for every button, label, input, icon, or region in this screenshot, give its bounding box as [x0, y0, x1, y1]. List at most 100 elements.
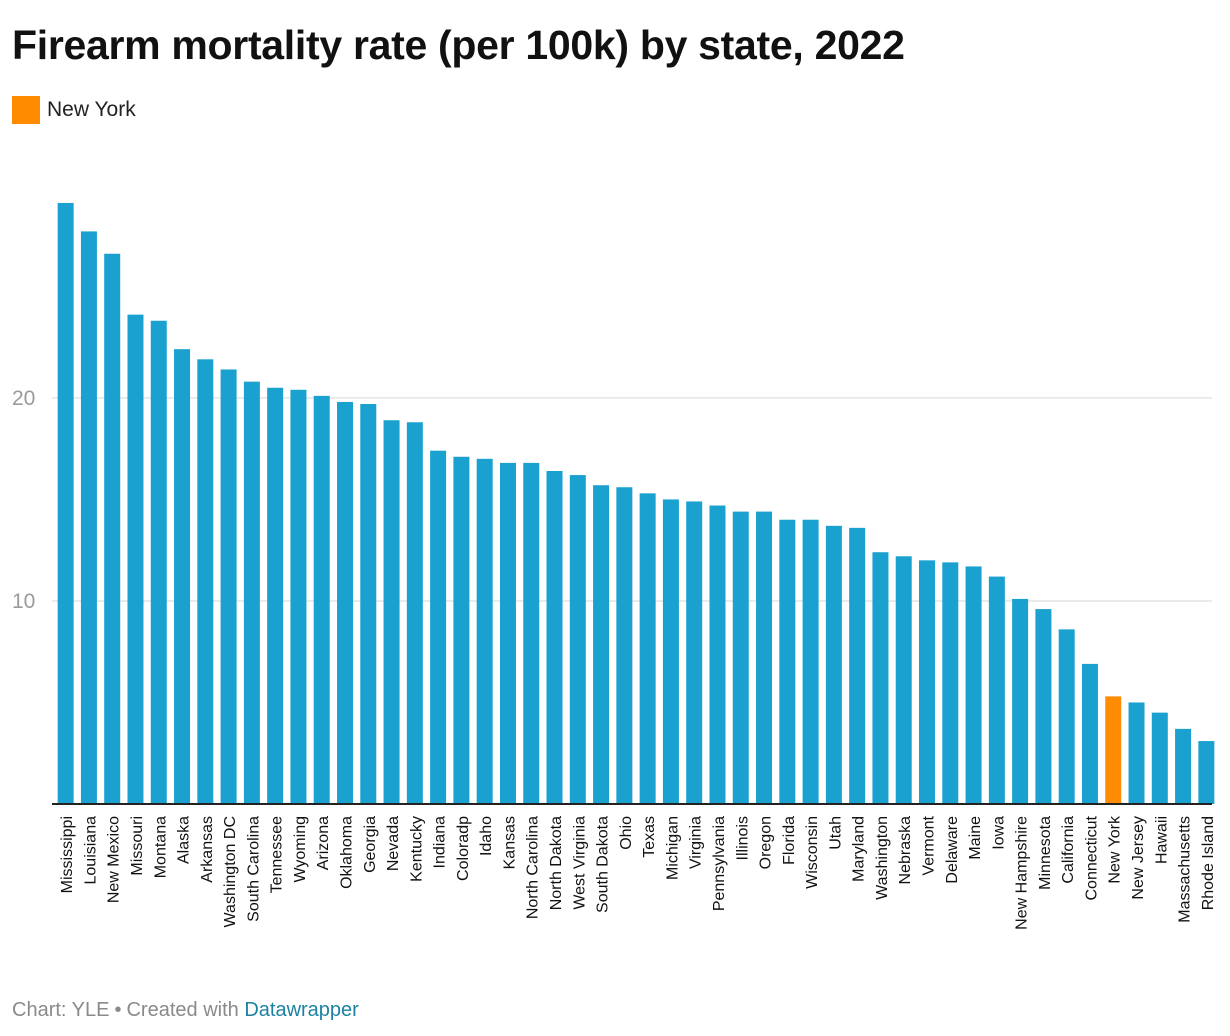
x-label-connecticut: Connecticut — [1083, 815, 1100, 900]
bar-california — [1058, 629, 1075, 804]
x-label-alaska: Alaska — [176, 816, 193, 864]
legend-label: New York — [47, 98, 136, 121]
x-label-new-york: New York — [1107, 815, 1124, 884]
x-label-washington: Washington — [874, 816, 891, 900]
bar-new-york — [1105, 696, 1122, 804]
bar-delaware — [942, 562, 959, 804]
x-label-illinois: Illinois — [734, 816, 751, 860]
bar-oregon — [756, 511, 773, 804]
bar-new-jersey — [1128, 702, 1145, 804]
bar-arkansas — [197, 359, 214, 804]
x-label-south-carolina: South Carolina — [245, 816, 262, 922]
bar-maine — [965, 566, 982, 804]
bar-tennessee — [267, 387, 284, 804]
bar-washington — [872, 552, 889, 804]
x-label-north-carolina: North Carolina — [525, 816, 542, 919]
bar-indiana — [430, 450, 447, 804]
bar-idaho — [476, 458, 493, 804]
x-label-oklahoma: Oklahoma — [339, 816, 356, 889]
x-label-arkansas: Arkansas — [199, 816, 216, 883]
x-label-missouri: Missouri — [129, 816, 146, 876]
x-label-washington-dc: Washington DC — [222, 816, 239, 927]
bar-wisconsin — [802, 519, 819, 804]
x-label-wisconsin: Wisconsin — [804, 816, 821, 889]
bar-georgia — [360, 403, 377, 804]
bar-oklahoma — [337, 401, 353, 804]
x-label-south-dakota: South Dakota — [595, 816, 612, 913]
bar-montana — [150, 320, 167, 804]
bar-kansas — [499, 462, 516, 804]
x-label-new-jersey: New Jersey — [1130, 816, 1147, 900]
bar-ohio — [616, 487, 633, 804]
bar-north-dakota — [546, 470, 563, 804]
bar-alaska — [174, 349, 191, 804]
bar-florida — [779, 519, 796, 804]
bar-coloradp — [453, 456, 470, 804]
bar-texas — [639, 493, 656, 804]
bar-hawaii — [1151, 712, 1168, 804]
footer: Chart: YLE • Created with Datawrapper — [12, 999, 359, 1022]
bar-new-mexico — [104, 253, 121, 805]
bar-chart: 10 20 Mississippi Louisiana New Mexico Missou… — [12, 202, 1217, 930]
x-label-arizona: Arizona — [315, 816, 332, 870]
x-label-hawaii: Hawaii — [1153, 816, 1170, 864]
x-label-maryland: Maryland — [851, 816, 868, 882]
x-label-wyoming: Wyoming — [292, 816, 309, 883]
x-label-delaware: Delaware — [944, 816, 961, 884]
bar-north-carolina — [523, 462, 540, 804]
bar-pennsylvania — [709, 505, 726, 804]
bar-kentucky — [406, 422, 423, 804]
bar-arizona — [313, 395, 330, 804]
x-label-coloradp: Coloradp — [455, 816, 472, 881]
x-label-california: California — [1060, 816, 1077, 884]
bar-vermont — [919, 560, 935, 804]
x-label-maine: Maine — [967, 816, 984, 860]
x-label-oregon: Oregon — [758, 816, 775, 869]
x-label-kentucky: Kentucky — [408, 816, 425, 882]
x-label-idaho: Idaho — [478, 816, 495, 856]
x-label-florida: Florida — [781, 816, 798, 865]
x-label-utah: Utah — [827, 816, 844, 850]
bar-missouri — [127, 314, 144, 804]
legend: New York — [12, 96, 136, 124]
bar-louisiana — [80, 231, 97, 804]
bar-nevada — [383, 420, 400, 804]
x-label-rhode-island: Rhode Island — [1200, 816, 1217, 910]
x-label-new-hampshire: New Hampshire — [1014, 816, 1031, 930]
x-label-massachusetts: Massachusetts — [1177, 816, 1194, 923]
x-label-iowa: Iowa — [990, 816, 1007, 850]
x-label-montana: Montana — [152, 816, 169, 878]
bar-rhode-island — [1198, 741, 1215, 804]
datawrapper-link[interactable]: Datawrapper — [244, 999, 359, 1021]
bar-massachusetts — [1175, 728, 1192, 804]
y-tick-label-20: 20 — [12, 387, 35, 410]
bar-washington-dc — [220, 369, 237, 804]
footer-source: Chart: YLE — [12, 999, 110, 1021]
bar-illinois — [732, 511, 749, 804]
bar-minnesota — [1035, 609, 1052, 804]
x-label-michigan: Michigan — [664, 816, 681, 880]
x-label-ohio: Ohio — [618, 816, 635, 850]
x-label-kansas: Kansas — [501, 816, 518, 869]
bar-connecticut — [1081, 663, 1098, 804]
bar-west-virginia — [569, 475, 586, 804]
x-label-vermont: Vermont — [921, 815, 938, 875]
footer-separator: • — [114, 999, 122, 1021]
bar-nebraska — [895, 556, 912, 804]
x-label-new-mexico: New Mexico — [106, 816, 123, 903]
bar-mississippi — [57, 202, 74, 805]
x-label-georgia: Georgia — [362, 816, 379, 873]
x-label-virginia: Virginia — [688, 816, 705, 869]
bar-maryland — [849, 527, 866, 804]
bar-iowa — [988, 576, 1005, 804]
x-label-mississippi: Mississippi — [59, 816, 76, 893]
bar-south-carolina — [243, 381, 260, 804]
chart-title: Firearm mortality rate (per 100k) by sta… — [12, 22, 905, 68]
footer-created: Created with — [126, 999, 239, 1021]
bar-virginia — [686, 501, 703, 804]
x-label-nevada: Nevada — [385, 816, 402, 871]
y-tick-label-10: 10 — [12, 590, 35, 613]
x-label-west-virginia: West Virginia — [571, 816, 588, 910]
x-label-north-dakota: North Dakota — [548, 816, 565, 910]
legend-swatch — [12, 96, 40, 124]
